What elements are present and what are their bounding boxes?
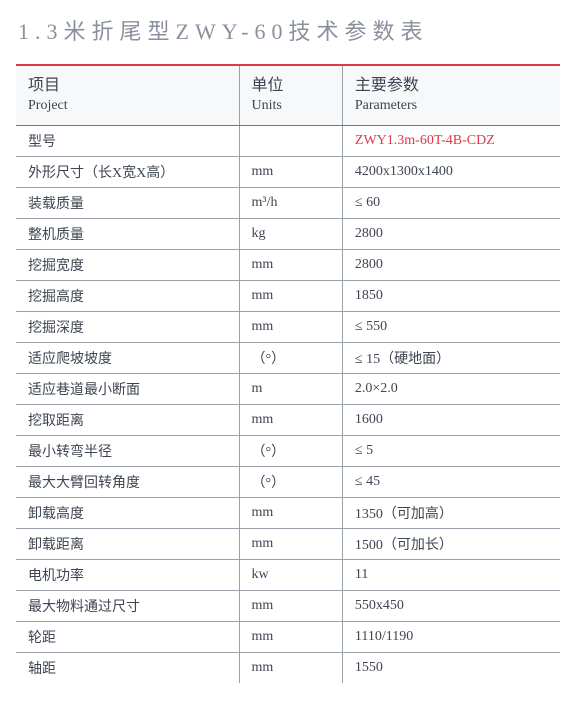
cell-parameter: 4200x1300x1400	[342, 156, 560, 187]
cell-project: 整机质量	[16, 218, 239, 249]
table-row: 最大物料通过尺寸mm550x450	[16, 590, 560, 621]
cell-unit: （°）	[239, 342, 342, 373]
header-project-cn: 项目	[28, 76, 229, 97]
cell-parameter: ≤ 5	[342, 435, 560, 466]
table-row: 轮距mm1110/1190	[16, 621, 560, 652]
cell-parameter: 1550	[342, 652, 560, 683]
table-row: 外形尺寸（长X宽X高）mm4200x1300x1400	[16, 156, 560, 187]
cell-unit: mm	[239, 621, 342, 652]
cell-project: 最大大臂回转角度	[16, 466, 239, 497]
header-param-cn: 主要参数	[355, 76, 550, 97]
header-units-en: Units	[252, 97, 332, 115]
cell-parameter: 11	[342, 559, 560, 590]
header-param-en: Parameters	[355, 97, 550, 115]
table-row: 装载质量m³/h≤ 60	[16, 187, 560, 218]
cell-project: 适应巷道最小断面	[16, 373, 239, 404]
cell-parameter: ≤ 60	[342, 187, 560, 218]
cell-project: 挖掘宽度	[16, 249, 239, 280]
cell-unit: kw	[239, 559, 342, 590]
cell-unit: mm	[239, 280, 342, 311]
table-row: 最大大臂回转角度（°）≤ 45	[16, 466, 560, 497]
table-header-row: 项目 Project 单位 Units 主要参数 Parameters	[16, 65, 560, 125]
page-container: 1.3米折尾型ZWY-60技术参数表 项目 Project 单位 Units 主…	[0, 0, 576, 703]
cell-parameter: ≤ 15（硬地面）	[342, 342, 560, 373]
cell-parameter: 2.0×2.0	[342, 373, 560, 404]
cell-unit: mm	[239, 590, 342, 621]
table-row: 型号 ZWY1.3m-60T-4B-CDZ	[16, 125, 560, 156]
cell-project: 电机功率	[16, 559, 239, 590]
page-title: 1.3米折尾型ZWY-60技术参数表	[18, 14, 560, 46]
cell-parameter: ZWY1.3m-60T-4B-CDZ	[342, 125, 560, 156]
cell-unit: mm	[239, 652, 342, 683]
cell-parameter: ≤ 45	[342, 466, 560, 497]
table-row: 挖掘深度mm≤ 550	[16, 311, 560, 342]
table-row: 卸载距离mm1500（可加长）	[16, 528, 560, 559]
cell-unit: mm	[239, 311, 342, 342]
table-body: 型号ZWY1.3m-60T-4B-CDZ外形尺寸（长X宽X高）mm4200x13…	[16, 125, 560, 683]
table-row: 适应巷道最小断面m2.0×2.0	[16, 373, 560, 404]
table-row: 电机功率kw11	[16, 559, 560, 590]
cell-unit: mm	[239, 249, 342, 280]
cell-parameter: 1850	[342, 280, 560, 311]
cell-unit: mm	[239, 404, 342, 435]
table-row: 挖掘高度mm1850	[16, 280, 560, 311]
cell-unit: mm	[239, 497, 342, 528]
cell-project: 型号	[16, 125, 239, 156]
cell-unit: （°）	[239, 435, 342, 466]
cell-project: 轴距	[16, 652, 239, 683]
header-project-en: Project	[28, 97, 229, 115]
spec-table: 项目 Project 单位 Units 主要参数 Parameters 型号 ZW…	[16, 64, 560, 683]
cell-project: 装载质量	[16, 187, 239, 218]
cell-unit: （°）	[239, 466, 342, 497]
cell-unit: kg	[239, 218, 342, 249]
table-row: 适应爬坡坡度（°）≤ 15（硬地面）	[16, 342, 560, 373]
cell-project: 挖掘深度	[16, 311, 239, 342]
header-project: 项目 Project	[16, 65, 239, 125]
cell-parameter: 1110/1190	[342, 621, 560, 652]
cell-unit: m³/h	[239, 187, 342, 218]
cell-parameter: 1500（可加长）	[342, 528, 560, 559]
table-row: 最小转弯半径（°）≤ 5	[16, 435, 560, 466]
cell-parameter: ≤ 550	[342, 311, 560, 342]
cell-unit: mm	[239, 528, 342, 559]
cell-parameter: 2800	[342, 218, 560, 249]
cell-project: 适应爬坡坡度	[16, 342, 239, 373]
cell-project: 挖掘高度	[16, 280, 239, 311]
cell-project: 最小转弯半径	[16, 435, 239, 466]
cell-parameter: 1350（可加高）	[342, 497, 560, 528]
table-row: 卸载高度mm1350（可加高）	[16, 497, 560, 528]
cell-project: 卸载高度	[16, 497, 239, 528]
cell-project: 最大物料通过尺寸	[16, 590, 239, 621]
table-row: 整机质量kg2800	[16, 218, 560, 249]
table-row: 挖取距离mm1600	[16, 404, 560, 435]
cell-unit: mm	[239, 156, 342, 187]
cell-project: 外形尺寸（长X宽X高）	[16, 156, 239, 187]
header-units-cn: 单位	[252, 76, 332, 97]
header-parameters: 主要参数 Parameters	[342, 65, 560, 125]
table-row: 挖掘宽度mm2800	[16, 249, 560, 280]
cell-project: 挖取距离	[16, 404, 239, 435]
table-row: 轴距mm1550	[16, 652, 560, 683]
cell-parameter: 2800	[342, 249, 560, 280]
cell-project: 卸载距离	[16, 528, 239, 559]
cell-project: 轮距	[16, 621, 239, 652]
cell-unit	[239, 125, 342, 156]
header-units: 单位 Units	[239, 65, 342, 125]
cell-parameter: 1600	[342, 404, 560, 435]
cell-unit: m	[239, 373, 342, 404]
cell-parameter: 550x450	[342, 590, 560, 621]
